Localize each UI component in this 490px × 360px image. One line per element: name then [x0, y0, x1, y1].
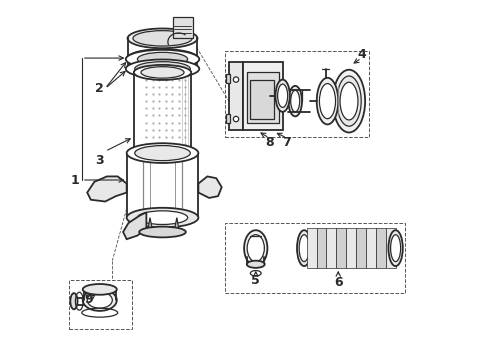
Text: 4: 4: [357, 48, 366, 61]
Ellipse shape: [319, 84, 336, 119]
Text: 8: 8: [265, 136, 274, 149]
Bar: [326, 228, 336, 268]
Ellipse shape: [143, 146, 182, 157]
Ellipse shape: [317, 78, 338, 125]
Ellipse shape: [126, 208, 198, 228]
Ellipse shape: [135, 145, 190, 161]
Text: 9: 9: [84, 293, 93, 306]
Ellipse shape: [133, 31, 192, 46]
Ellipse shape: [389, 230, 403, 266]
Bar: [307, 228, 317, 268]
Ellipse shape: [83, 289, 117, 311]
Bar: [173, 17, 193, 39]
Polygon shape: [87, 176, 126, 202]
Bar: [225, 51, 368, 137]
Bar: [247, 72, 279, 123]
Bar: [366, 228, 376, 268]
Bar: [229, 62, 243, 130]
Ellipse shape: [126, 50, 199, 68]
Text: 1: 1: [70, 174, 79, 186]
Polygon shape: [175, 218, 179, 232]
Text: 7: 7: [283, 136, 292, 149]
Polygon shape: [148, 218, 152, 232]
Ellipse shape: [391, 235, 401, 262]
Ellipse shape: [291, 90, 300, 112]
Text: 3: 3: [96, 154, 104, 167]
Ellipse shape: [244, 230, 268, 266]
Ellipse shape: [247, 261, 265, 268]
Ellipse shape: [83, 284, 117, 295]
Ellipse shape: [127, 28, 197, 48]
Bar: [336, 228, 346, 268]
Ellipse shape: [289, 86, 302, 116]
Ellipse shape: [127, 49, 197, 67]
Ellipse shape: [135, 62, 190, 76]
Ellipse shape: [137, 211, 188, 225]
Ellipse shape: [139, 226, 186, 237]
Ellipse shape: [137, 52, 188, 66]
Bar: [225, 223, 405, 293]
Bar: [226, 74, 230, 83]
Ellipse shape: [134, 144, 191, 159]
Ellipse shape: [275, 80, 290, 112]
Ellipse shape: [233, 116, 239, 122]
Ellipse shape: [126, 143, 198, 163]
Text: 2: 2: [96, 82, 104, 95]
Text: 5: 5: [251, 274, 260, 287]
Ellipse shape: [126, 59, 199, 78]
Ellipse shape: [337, 76, 361, 126]
Bar: [243, 62, 283, 130]
Bar: [69, 280, 132, 329]
Bar: [356, 228, 366, 268]
Polygon shape: [123, 212, 147, 239]
Ellipse shape: [71, 293, 77, 309]
Bar: [226, 114, 230, 123]
Ellipse shape: [278, 84, 288, 107]
Ellipse shape: [340, 82, 358, 120]
Ellipse shape: [87, 292, 112, 308]
Ellipse shape: [297, 230, 311, 266]
Bar: [376, 228, 386, 268]
Text: 6: 6: [334, 276, 343, 289]
Polygon shape: [198, 176, 221, 198]
Ellipse shape: [131, 50, 194, 66]
Ellipse shape: [299, 235, 309, 262]
Bar: [250, 80, 274, 119]
Ellipse shape: [333, 70, 365, 132]
Ellipse shape: [247, 235, 265, 262]
Bar: [346, 228, 356, 268]
Ellipse shape: [134, 65, 191, 80]
Ellipse shape: [141, 67, 184, 78]
Bar: [317, 228, 326, 268]
Bar: [386, 228, 395, 268]
Ellipse shape: [233, 77, 239, 82]
